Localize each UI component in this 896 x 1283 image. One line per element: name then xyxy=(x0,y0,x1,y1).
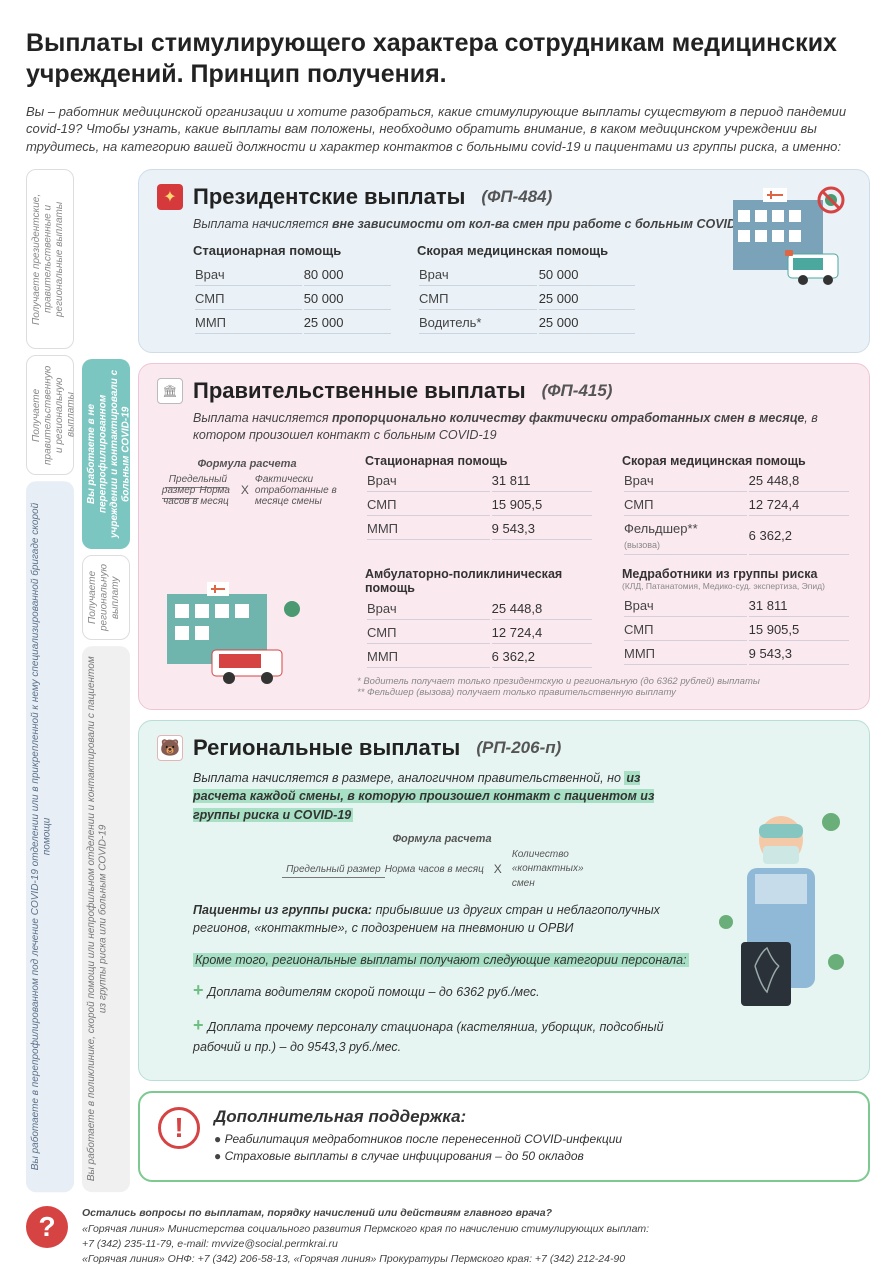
col-heading: Медработники из группы риска xyxy=(622,567,851,581)
support-item: Страховые выплаты в случае инфицирования… xyxy=(214,1148,622,1165)
card-government: 🏛 Правительственные выплаты (ФП-415) Вып… xyxy=(138,363,870,710)
card-title: Региональные выплаты xyxy=(193,735,460,761)
regional-subtitle: Выплата начисляется в размере, аналогичн… xyxy=(193,769,691,823)
col-heading: Амбулаторно-поликлиническая помощь xyxy=(365,567,594,596)
side-label-d: Вы работаете в не перепрофилированном уч… xyxy=(82,359,130,549)
table: Врач50 000 СМП25 000 Водитель*25 000 xyxy=(417,262,637,336)
formula: Формула расчета Предельный размерНорма ч… xyxy=(193,832,691,891)
side-label-a: Получаете президентские, правительственн… xyxy=(26,169,74,349)
cards-column: ✦ Президентские выплаты (ФП-484) Выплата… xyxy=(138,169,870,1192)
footnotes: * Водитель получает только президентскую… xyxy=(357,676,851,700)
medic-icon xyxy=(711,802,851,1062)
side-label-f: Вы работаете в поликлинике, скорой помощ… xyxy=(82,646,130,1192)
page: Выплаты стимулирующего характера сотрудн… xyxy=(0,0,896,1283)
footer-lead: Остались вопросы по выплатам, порядку на… xyxy=(82,1206,649,1221)
page-title: Выплаты стимулирующего характера сотрудн… xyxy=(26,28,870,91)
table: Врач80 000 СМП50 000 ММП25 000 xyxy=(193,262,393,336)
side-column-1: Получаете президентские, правительственн… xyxy=(26,169,74,1192)
exclamation-icon: ! xyxy=(158,1107,200,1149)
hospital-small-icon xyxy=(157,574,307,694)
footer-line: +7 (342) 235-11-79, e-mail: mvvize@socia… xyxy=(82,1237,649,1252)
decree-label: (ФП-415) xyxy=(542,381,613,401)
card-regional: 🐻 Региональные выплаты (РП-206-п) Выплат… xyxy=(138,720,870,1081)
footer-line: «Горячая линия» Министерства социального… xyxy=(82,1222,649,1237)
card-title: Президентские выплаты xyxy=(193,184,465,210)
footer-line: «Горячая линия» ОНФ: +7 (342) 206-58-13,… xyxy=(82,1252,649,1267)
side-column-2: Вы работаете в не перепрофилированном уч… xyxy=(82,169,130,1192)
decree-label: (РП-206-п) xyxy=(476,738,561,758)
support-item: Реабилитация медработников после перенес… xyxy=(214,1131,622,1148)
main-layout: Получаете президентские, правительственн… xyxy=(26,169,870,1192)
side-label-e: Получаете региональную выплату xyxy=(82,555,130,640)
card-subtitle: Выплата начисляется пропорционально коли… xyxy=(193,410,851,444)
hospital-icon xyxy=(703,182,853,292)
decree-label: (ФП-484) xyxy=(481,187,552,207)
col-heading: Скорая медицинская помощь xyxy=(622,454,851,468)
emblem-icon: 🐻 xyxy=(157,735,183,761)
card-presidential: ✦ Президентские выплаты (ФП-484) Выплата… xyxy=(138,169,870,353)
card-support: ! Дополнительная поддержка: Реабилитация… xyxy=(138,1091,870,1183)
formula: Формула расчета Предельный размерНорма ч… xyxy=(157,458,337,507)
bullet-item: +Доплата прочему персоналу стационара (к… xyxy=(193,1012,691,1056)
footer: ? Остались вопросы по выплатам, порядку … xyxy=(26,1206,870,1267)
support-title: Дополнительная поддержка: xyxy=(214,1107,622,1127)
col-heading: Стационарная помощь xyxy=(193,243,393,258)
side-label-b: Получаете правительственную и региональн… xyxy=(26,355,74,475)
bullet-item: +Доплата водителям скорой помощи – до 63… xyxy=(193,977,691,1003)
side-label-c: Вы работаете в перепрофилированном под л… xyxy=(26,481,74,1192)
card-title: Правительственные выплаты xyxy=(193,378,526,404)
risk-group-text: Пациенты из группы риска: прибывшие из д… xyxy=(193,901,691,937)
extra-categories: Кроме того, региональные выплаты получаю… xyxy=(193,951,691,969)
col-heading: Стационарная помощь xyxy=(365,454,594,468)
intro-text: Вы – работник медицинской организации и … xyxy=(26,103,870,156)
emblem-icon: ✦ xyxy=(157,184,183,210)
emblem-icon: 🏛 xyxy=(157,378,183,404)
col-heading: Скорая медицинская помощь xyxy=(417,243,637,258)
question-icon: ? xyxy=(26,1206,68,1248)
